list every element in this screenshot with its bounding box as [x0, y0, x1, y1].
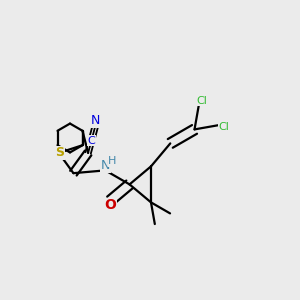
Text: Cl: Cl: [219, 122, 230, 132]
Text: O: O: [104, 198, 116, 212]
Text: S: S: [55, 146, 64, 159]
Text: N: N: [100, 159, 110, 172]
Text: H: H: [108, 156, 116, 167]
Text: C: C: [88, 136, 95, 146]
Text: Cl: Cl: [196, 96, 208, 106]
Text: N: N: [91, 115, 101, 128]
